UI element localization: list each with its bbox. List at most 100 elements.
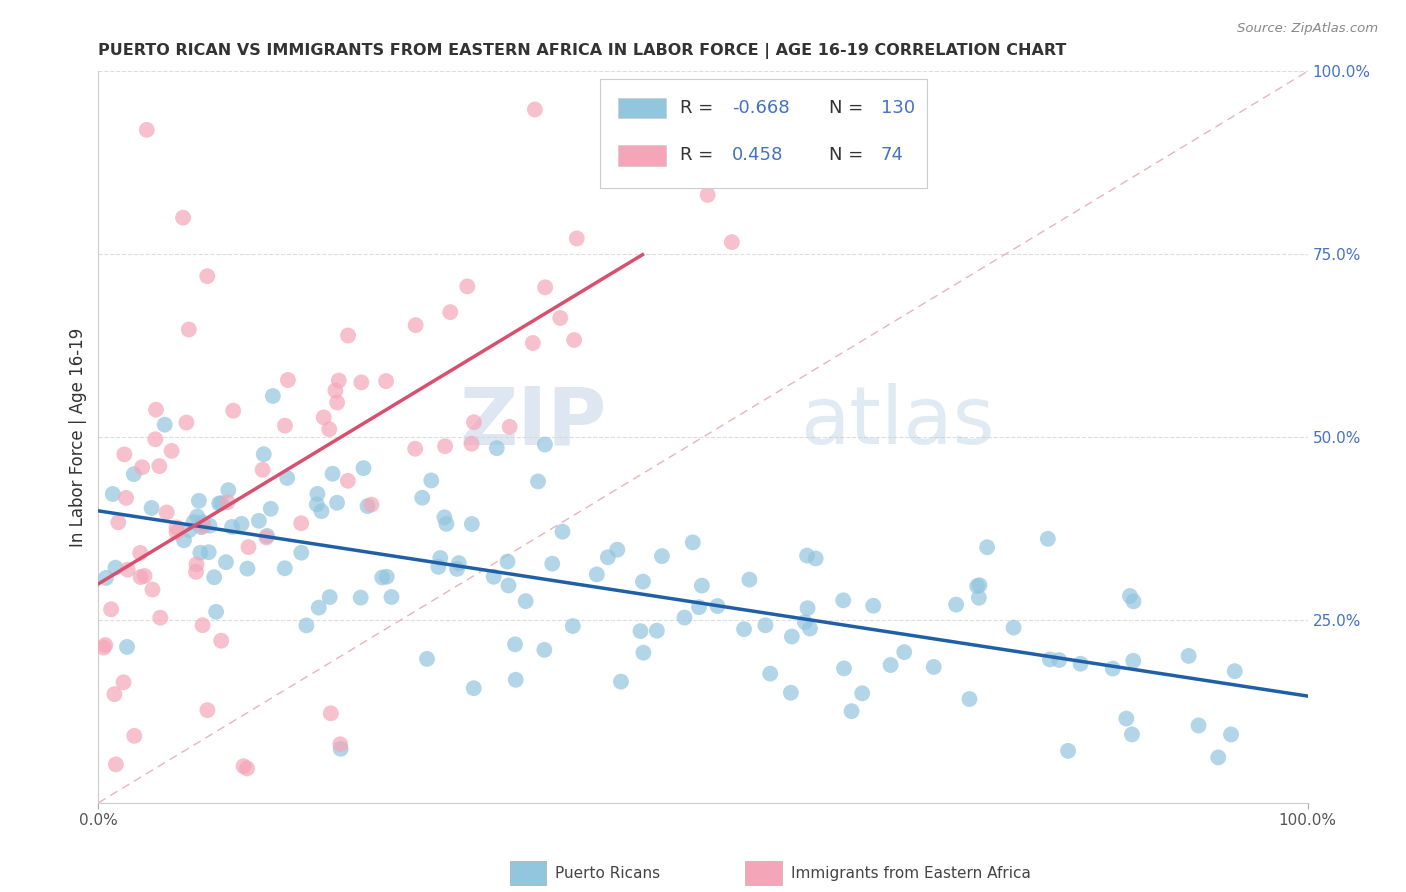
Point (463, 681, 485, 696)
Point (503, 637, 526, 651)
Point (356, 499, 378, 513)
Point (1070, 657, 1092, 671)
Point (350, 591, 373, 605)
FancyBboxPatch shape (745, 862, 782, 885)
Point (173, 533, 195, 548)
Point (172, 211, 194, 225)
Y-axis label: In Labor Force | Age 16-19: In Labor Force | Age 16-19 (69, 327, 87, 547)
Point (322, 467, 344, 481)
Point (1002, 621, 1025, 635)
Point (427, 559, 450, 574)
Text: R =: R = (681, 99, 720, 117)
Point (208, 496, 231, 510)
FancyBboxPatch shape (600, 78, 927, 188)
Point (966, 579, 988, 593)
Point (318, 422, 340, 436)
Point (562, 333, 585, 347)
Point (673, 610, 696, 624)
Point (1101, 662, 1123, 676)
Point (522, 336, 544, 351)
Point (645, 624, 668, 638)
FancyBboxPatch shape (509, 862, 546, 885)
Point (416, 652, 439, 666)
Point (967, 591, 990, 605)
Point (1122, 594, 1144, 608)
Point (841, 704, 863, 718)
Point (231, 516, 253, 531)
Point (274, 418, 297, 433)
Point (976, 540, 998, 554)
Point (222, 403, 245, 417)
Point (135, 123, 157, 137)
Point (103, 687, 125, 701)
Point (274, 561, 297, 575)
Point (551, 524, 574, 539)
Point (186, 509, 208, 524)
Text: Source: ZipAtlas.com: Source: ZipAtlas.com (1237, 22, 1378, 36)
Point (527, 475, 550, 489)
Point (779, 686, 801, 700)
Point (610, 674, 633, 689)
Point (1047, 653, 1070, 667)
Text: N =: N = (830, 146, 869, 164)
Point (350, 376, 373, 390)
Point (804, 551, 827, 566)
Point (326, 395, 349, 409)
Point (177, 322, 200, 336)
Point (1057, 744, 1080, 758)
Point (191, 618, 214, 632)
Point (429, 551, 451, 566)
Point (217, 495, 239, 509)
Point (1223, 664, 1246, 678)
Point (187, 493, 209, 508)
Point (733, 622, 755, 636)
Point (179, 523, 201, 537)
Point (337, 328, 360, 343)
Point (252, 463, 274, 477)
Point (485, 441, 508, 455)
Point (957, 692, 980, 706)
Text: Puerto Ricans: Puerto Ricans (555, 865, 661, 880)
Point (799, 622, 821, 636)
Point (195, 269, 218, 284)
Point (969, 578, 991, 592)
Point (124, 729, 146, 743)
Point (1206, 750, 1229, 764)
Point (166, 520, 188, 534)
Point (129, 546, 152, 560)
Point (523, 103, 546, 117)
Point (682, 535, 704, 549)
Point (371, 570, 394, 584)
Point (160, 443, 183, 458)
Text: 74: 74 (882, 146, 904, 164)
Point (100, 602, 122, 616)
Point (862, 599, 884, 613)
Text: Immigrants from Eastern Africa: Immigrants from Eastern Africa (792, 865, 1031, 880)
Point (329, 741, 352, 756)
Point (505, 673, 527, 687)
Point (738, 573, 761, 587)
Point (115, 640, 138, 654)
Point (197, 703, 219, 717)
Point (1220, 727, 1243, 741)
Point (104, 560, 127, 574)
Point (236, 761, 259, 775)
Point (651, 549, 673, 563)
Point (688, 600, 710, 615)
Point (115, 491, 138, 505)
Point (1115, 712, 1137, 726)
Point (141, 500, 163, 515)
Point (183, 515, 205, 529)
Point (129, 570, 152, 584)
Point (482, 570, 505, 584)
Point (312, 410, 335, 425)
FancyBboxPatch shape (619, 145, 666, 166)
Point (851, 686, 873, 700)
Point (565, 231, 588, 245)
Point (254, 531, 277, 545)
Point (104, 757, 127, 772)
Point (434, 516, 457, 531)
Point (184, 565, 207, 579)
Point (796, 601, 818, 615)
Point (141, 582, 163, 597)
